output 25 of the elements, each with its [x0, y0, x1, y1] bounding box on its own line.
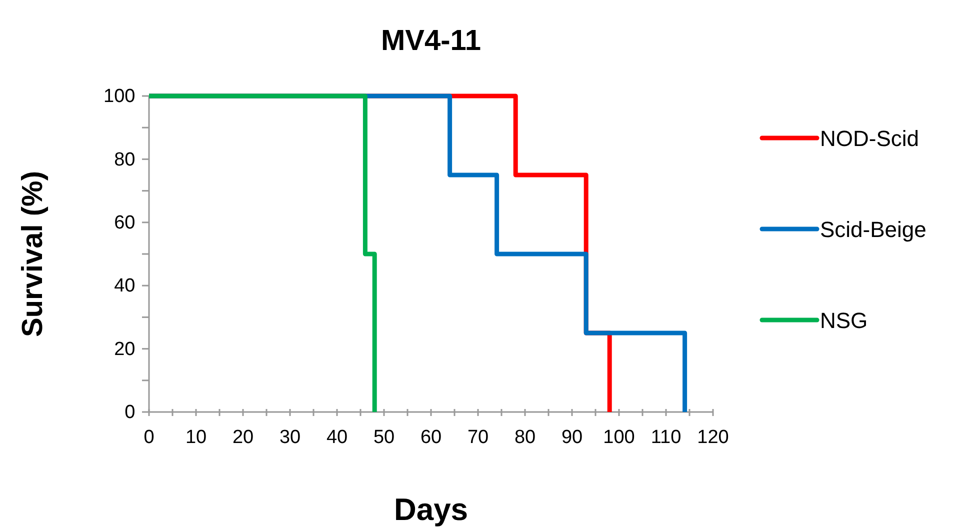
legend-label: NOD-Scid [820, 126, 920, 151]
legend-label: Scid-Beige [820, 217, 926, 242]
x-tick-label: 100 [603, 426, 635, 448]
x-axis-title: Days [394, 492, 468, 527]
y-tick-label: 20 [114, 338, 136, 360]
y-tick-label: 100 [103, 86, 136, 108]
x-tick-label: 10 [185, 426, 207, 448]
x-tick-label: 70 [467, 426, 489, 448]
x-tick-label: 110 [650, 426, 682, 448]
x-tick-label: 40 [326, 426, 348, 448]
x-tick-label: 60 [420, 426, 442, 448]
y-tick-label: 40 [114, 276, 136, 297]
y-tick-label: 80 [114, 149, 136, 170]
y-axis-title: Survival (%) [17, 171, 49, 337]
x-tick-label: 20 [232, 426, 254, 448]
x-tick-label: 120 [697, 426, 729, 448]
y-tick-label: 0 [124, 402, 136, 424]
x-tick-label: 50 [373, 426, 395, 448]
x-tick-label: 0 [144, 426, 154, 448]
x-tick-label: 90 [561, 426, 583, 448]
legend-label: NSG [820, 308, 868, 333]
chart-title: MV4-11 [381, 25, 481, 57]
x-tick-label: 30 [279, 426, 301, 448]
x-tick-label: 80 [514, 426, 536, 448]
y-tick-label: 60 [114, 212, 136, 234]
